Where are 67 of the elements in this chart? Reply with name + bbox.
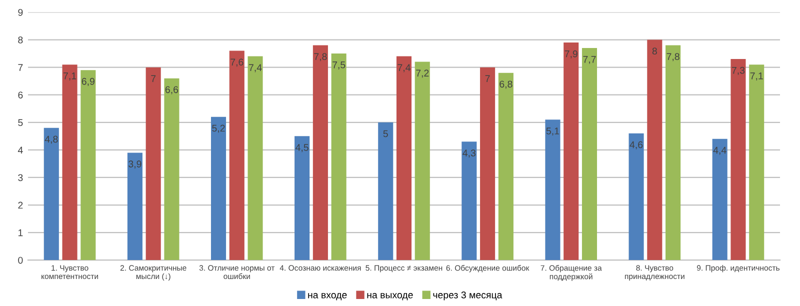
y-tick-label: 7 [18,64,23,71]
data-label: 6,8 [500,80,512,89]
data-label: 6,9 [82,78,94,86]
bar [210,116,226,260]
y-tick-label: 4 [18,146,23,154]
bar [294,136,310,260]
y-tick-label: 0 [18,256,23,264]
bar [312,45,328,260]
bar [749,64,764,260]
data-label: 4,5 [296,144,308,152]
data-label: 4,3 [462,150,476,158]
bar [146,67,161,260]
data-label: 7,8 [314,53,327,62]
bar [647,40,662,260]
bar [44,128,59,260]
bar [480,67,496,260]
data-label: 7,1 [750,72,763,80]
data-label: 7,1 [64,72,76,80]
data-label: 5,1 [546,128,560,136]
data-label: 7,5 [332,62,346,70]
bar [666,45,681,260]
data-label: 7,3 [732,66,745,75]
y-tick-label: 8 [18,36,23,44]
bar [414,62,430,260]
bar [164,78,180,260]
legend-label: на входе [308,293,347,300]
y-tick-label: 6 [18,92,23,98]
y-tick-label: 9 [18,8,23,16]
data-label: 7,4 [249,64,262,72]
bar [62,64,78,260]
y-tick-label: 3 [18,174,23,182]
legend-label: через 3 месяца [433,292,502,300]
data-label: 3,9 [128,160,142,169]
bar [582,48,598,260]
data-label: 7 [151,75,156,82]
data-label: 5,2 [212,124,225,133]
bar [127,152,142,260]
bar [498,72,514,260]
data-label: 6,6 [165,86,178,94]
data-label: 5 [383,130,388,138]
data-label: 4,4 [713,146,726,155]
bar [396,56,412,260]
bar [712,138,728,260]
legend-label: на выходе [367,293,413,300]
bar [628,133,644,260]
data-label: 7,4 [398,64,410,72]
y-tick-label: 5 [18,119,23,126]
bar [331,54,346,260]
data-label: 7,2 [416,70,429,78]
bar [564,42,579,260]
bar [229,50,244,260]
data-label: 7,8 [666,53,680,62]
data-label: 4,8 [44,136,58,144]
bar [248,56,263,260]
data-label: 7,7 [583,56,596,64]
data-label: 7,6 [230,58,244,67]
data-label: 7 [485,75,490,82]
bar [545,120,560,260]
bar [80,70,96,260]
data-label: 7,9 [564,50,578,58]
bar [730,59,746,260]
bar [462,142,477,260]
data-label: 8 [652,48,657,55]
bar [378,122,394,260]
y-tick-label: 1 [18,229,23,236]
data-label: 4,6 [630,141,643,150]
y-tick-label: 2 [18,202,23,209]
